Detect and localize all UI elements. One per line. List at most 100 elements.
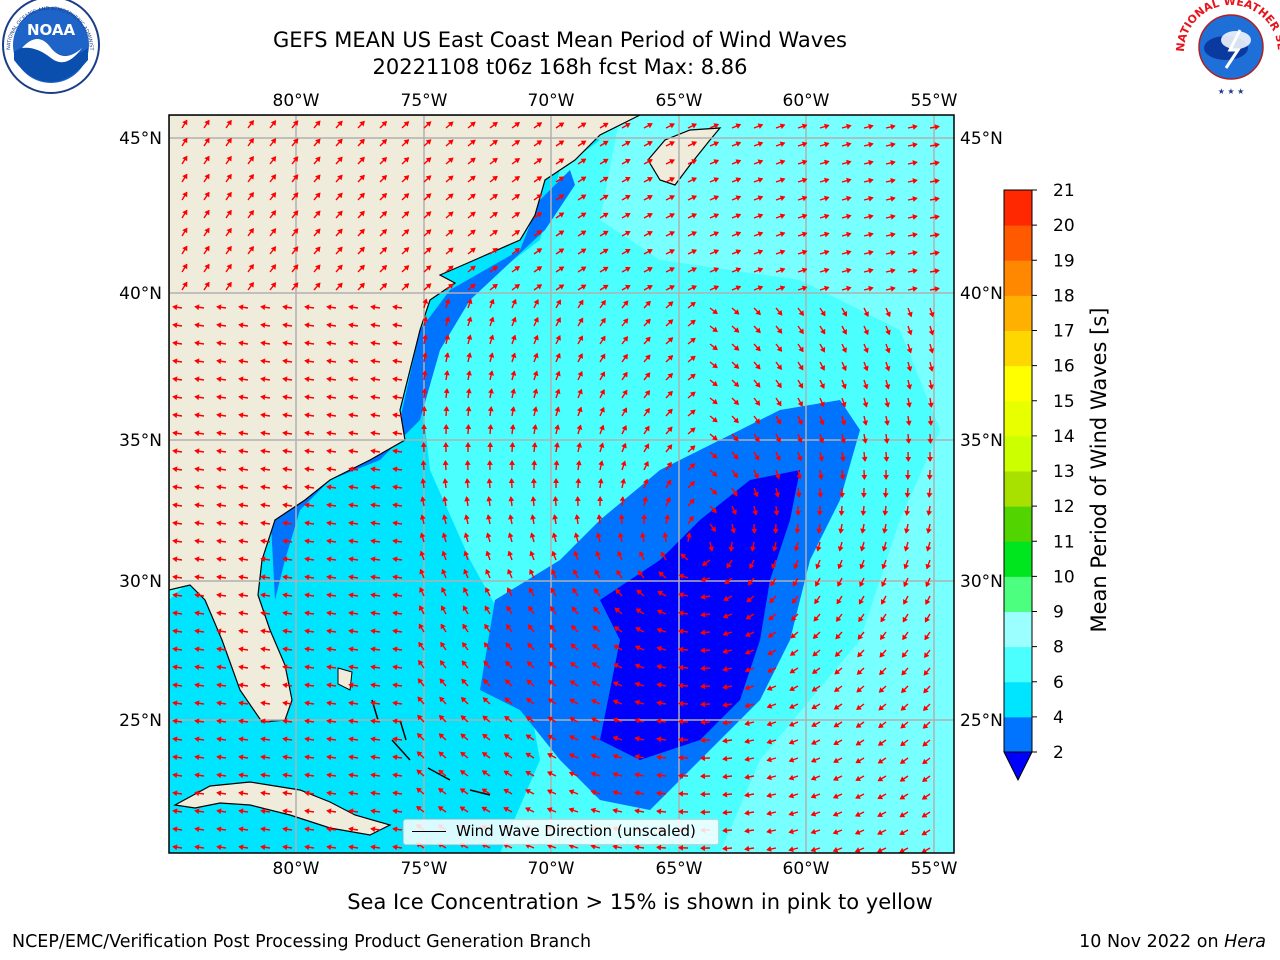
wind-arrow-head — [194, 574, 200, 581]
wind-arrow-head — [735, 141, 742, 147]
lon-tick: 70°W — [528, 91, 575, 111]
wind-arrow-head — [470, 193, 476, 200]
wind-arrow-head — [216, 700, 222, 707]
wind-arrow-head — [602, 212, 609, 218]
colorbar-tick-label: 6 — [1053, 673, 1064, 693]
wind-arrow-head — [691, 177, 698, 183]
wind-arrow-head — [463, 514, 470, 520]
wind-arrow-head — [700, 665, 706, 672]
wind-arrow-head — [788, 810, 794, 817]
wind-arrow-head — [461, 660, 468, 666]
run-host: Hera — [1224, 932, 1266, 952]
wind-arrow-head — [818, 437, 825, 444]
wind-arrow-head — [879, 651, 885, 658]
wind-arrow-head — [841, 347, 847, 353]
wind-arrow-head — [593, 588, 600, 594]
wind-arrow-head — [525, 789, 531, 795]
wind-arrow-head — [612, 735, 619, 742]
wind-arrow-head — [733, 309, 740, 315]
wind-arrow-head — [602, 230, 609, 236]
wind-arrow-head — [463, 532, 470, 538]
wind-arrow-head — [204, 227, 210, 234]
wind-arrow-head — [596, 514, 603, 520]
wind-arrow-head — [447, 121, 454, 127]
wind-arrow-head — [779, 231, 786, 238]
wind-arrow-head — [326, 448, 332, 455]
wind-arrow-head — [260, 574, 266, 581]
wind-arrow-head — [392, 718, 398, 725]
wind-arrow-head — [776, 364, 782, 371]
wind-arrow-head — [492, 121, 498, 128]
wind-arrow-head — [216, 448, 222, 455]
wind-arrow-head — [554, 424, 561, 430]
wind-arrow-head — [260, 844, 266, 851]
wind-arrow-head — [833, 722, 840, 728]
wind-arrow-head — [514, 230, 521, 236]
wind-arrow-head — [580, 158, 587, 164]
wind-arrow-head — [348, 826, 354, 833]
wind-arrow-head — [658, 571, 665, 577]
wind-arrow-head — [260, 520, 266, 527]
wind-arrow-head — [819, 401, 825, 408]
lat-tick: 25°N — [119, 711, 162, 731]
wind-arrow-head — [926, 474, 933, 480]
wind-arrow-head — [292, 228, 299, 234]
wind-arrow-head — [877, 811, 883, 817]
wind-arrow-head — [753, 491, 759, 498]
wind-arrow-head — [370, 772, 376, 779]
wind-arrow-head — [667, 426, 673, 433]
wind-arrow-head — [746, 596, 752, 603]
wind-arrow-head — [774, 492, 781, 498]
lat-tick: 35°N — [960, 431, 1003, 451]
wind-arrow-head — [735, 285, 742, 291]
wind-arrow-head — [744, 756, 750, 762]
wind-arrow-head — [204, 245, 210, 252]
wind-arrow-head — [248, 245, 254, 252]
wind-arrow-head — [846, 267, 852, 274]
wind-arrow-head — [744, 684, 751, 691]
wind-arrow-head — [337, 192, 343, 199]
wind-arrow-head — [337, 246, 343, 253]
wind-arrow-head — [816, 510, 823, 516]
wind-arrow-head — [260, 322, 266, 329]
colorbar-tick-label: 16 — [1053, 357, 1075, 377]
wind-arrow-head — [735, 249, 742, 255]
wind-arrow-head — [442, 478, 449, 484]
wind-arrow-head — [811, 704, 818, 710]
wind-arrow-head — [624, 158, 631, 165]
wind-arrow-head — [926, 492, 933, 498]
wind-arrow-head — [392, 574, 398, 581]
wind-arrow-head — [270, 192, 277, 198]
wind-arrow-head — [437, 806, 444, 812]
wind-arrow-head — [182, 245, 188, 252]
wind-arrow-head — [779, 213, 786, 220]
wind-arrow-head — [304, 754, 310, 761]
wind-arrow-head — [634, 754, 640, 760]
wind-arrow-head — [425, 265, 432, 271]
wind-arrow-head — [834, 686, 840, 692]
wind-arrow-head — [348, 556, 354, 563]
wind-arrow-head — [735, 213, 742, 219]
wind-arrow-head — [238, 304, 244, 311]
wind-arrow-head — [514, 176, 521, 182]
wind-arrow-head — [700, 593, 706, 600]
colorbar-tick-label: 9 — [1053, 603, 1064, 623]
wind-arrow-head — [260, 592, 266, 599]
wind-arrow-head — [392, 340, 398, 347]
wind-arrow-head — [370, 502, 376, 509]
colorbar-swatch — [1004, 646, 1032, 683]
wind-arrow-head — [712, 362, 718, 369]
wind-arrow-head — [823, 195, 830, 202]
lon-tick: 60°W — [783, 91, 830, 111]
wind-arrow-head — [392, 826, 398, 833]
wind-arrow-head — [744, 649, 751, 655]
wind-arrow-head — [260, 790, 266, 797]
wind-arrow-head — [470, 139, 476, 146]
wind-arrow-head — [326, 754, 332, 761]
wind-arrow-head — [884, 402, 891, 408]
wind-arrow-head — [282, 808, 288, 815]
wind-arrow-head — [260, 466, 266, 473]
lon-tick: 65°W — [656, 859, 703, 879]
wind-arrow-head — [647, 195, 653, 201]
wind-arrow-head — [466, 298, 473, 305]
